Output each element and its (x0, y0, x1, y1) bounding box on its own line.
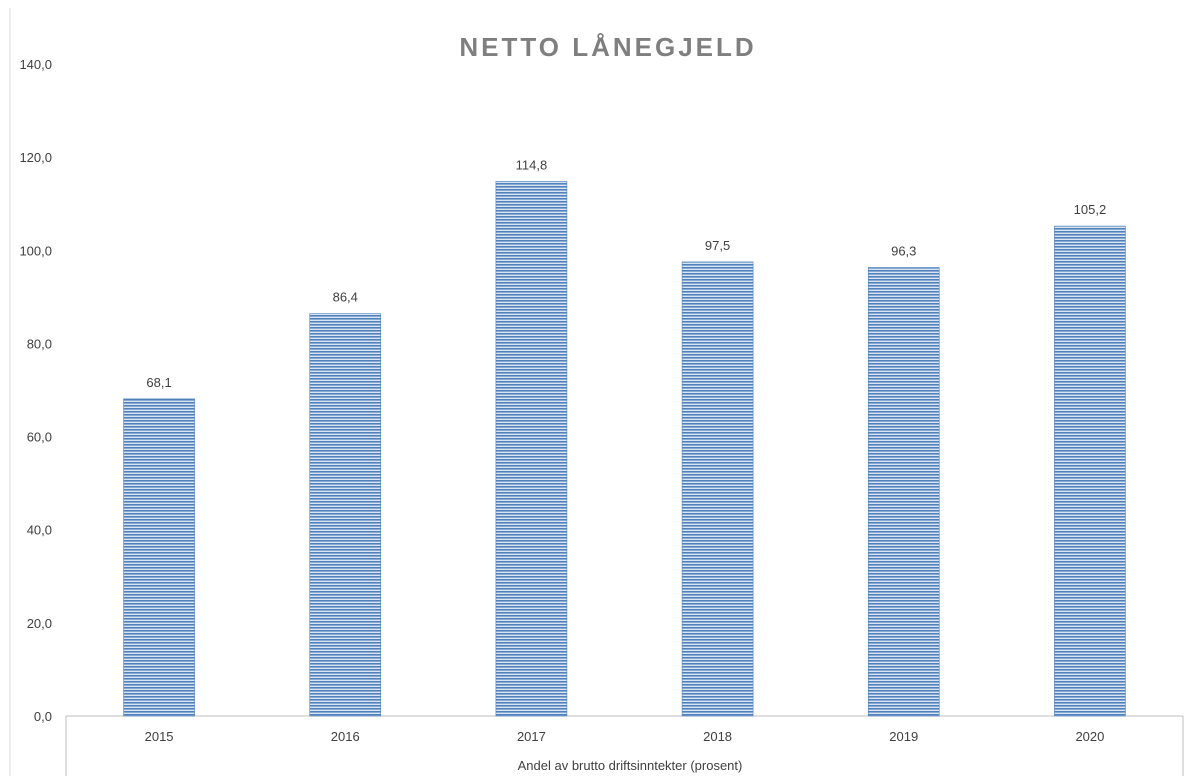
data-label: 96,3 (891, 244, 916, 259)
bars (123, 181, 1126, 717)
data-label: 97,5 (705, 238, 730, 253)
y-tick-label: 120,0 (19, 150, 52, 165)
data-label: 114,8 (516, 157, 548, 172)
x-axis-label: Andel av brutto driftsinntekter (prosent… (518, 758, 743, 773)
y-axis: 0,0 20,0 40,0 60,0 80,0 100,0 120,0 140,0 (19, 57, 52, 724)
bar (495, 181, 568, 717)
x-tick-label: 2015 (145, 729, 174, 744)
chart-title: NETTO LÅNEGJELD (459, 32, 756, 62)
bar (1054, 225, 1126, 717)
data-labels: 68,1 86,4 114,8 97,5 96,3 105,2 (146, 157, 1106, 389)
y-tick-label: 100,0 (19, 243, 52, 258)
x-tick-label: 2016 (331, 729, 360, 744)
bar (867, 267, 940, 717)
data-label: 86,4 (333, 290, 358, 305)
data-label: 68,1 (146, 375, 171, 390)
y-tick-label: 140,0 (19, 57, 52, 72)
x-axis: 2015 2016 2017 2018 2019 2020 (145, 729, 1105, 744)
x-tick-label: 2017 (517, 729, 546, 744)
x-tick-label: 2019 (889, 729, 918, 744)
y-tick-label: 60,0 (27, 430, 52, 445)
data-label: 105,2 (1074, 202, 1107, 217)
bar (309, 313, 382, 717)
axes (9, 8, 1184, 776)
x-tick-label: 2018 (703, 729, 732, 744)
bar (123, 398, 195, 717)
y-tick-label: 40,0 (27, 523, 52, 538)
bar (681, 261, 754, 717)
x-tick-label: 2020 (1075, 729, 1104, 744)
y-tick-label: 0,0 (34, 709, 52, 724)
y-tick-label: 20,0 (27, 616, 52, 631)
y-tick-label: 80,0 (27, 336, 52, 351)
